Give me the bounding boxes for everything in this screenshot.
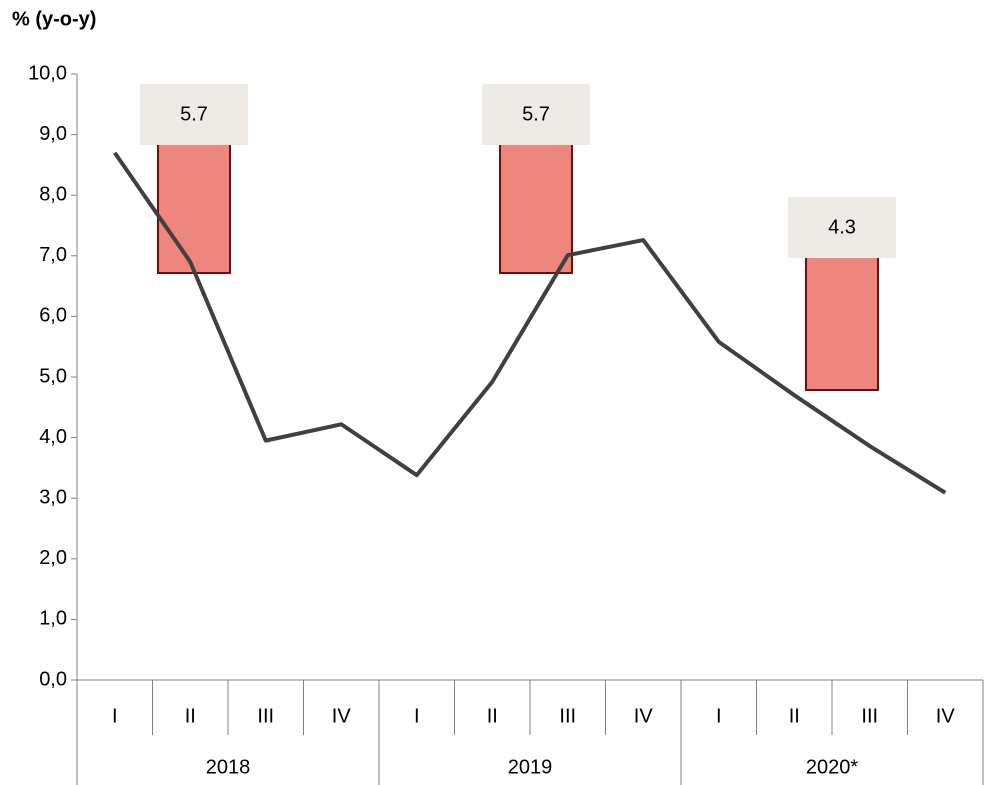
y-tick-label: 1,0	[39, 608, 67, 630]
y-tick-label: 2,0	[39, 547, 67, 569]
y-tick-label: 0,0	[39, 668, 67, 690]
y-tick-label: 3,0	[39, 486, 67, 508]
x-tick-label: IV	[332, 705, 352, 727]
annotation-box	[482, 84, 590, 145]
y-tick-label: 4,0	[39, 426, 67, 448]
x-tick-label: IV	[634, 705, 654, 727]
x-tick-label: II	[789, 705, 800, 727]
group-label: 2018	[206, 756, 251, 778]
annotation-box	[788, 197, 896, 258]
annotation-label: 5.7	[522, 103, 550, 125]
y-tick-label: 7,0	[39, 244, 67, 266]
line-series	[113, 151, 947, 495]
y-tick-label: 5,0	[39, 365, 67, 387]
y-tick-label: 8,0	[39, 183, 67, 205]
x-tick-label: I	[716, 705, 722, 727]
y-tick-label: 10,0	[28, 62, 67, 84]
x-tick-label: III	[257, 705, 274, 727]
x-tick-label: I	[112, 705, 118, 727]
y-axis-label: % (y-o-y)	[12, 8, 96, 30]
group-label: 2020*	[806, 756, 858, 778]
x-tick-label: II	[487, 705, 498, 727]
annotation-label: 5.7	[180, 103, 208, 125]
x-tick-label: II	[185, 705, 196, 727]
y-tick-label: 9,0	[39, 123, 67, 145]
annotation-label: 4.3	[828, 216, 856, 238]
x-tick-label: I	[414, 705, 420, 727]
annotation-box	[140, 84, 248, 145]
annotation-bar	[499, 143, 573, 274]
y-tick-label: 6,0	[39, 305, 67, 327]
group-label: 2019	[508, 756, 553, 778]
x-tick-label: IV	[936, 705, 956, 727]
x-tick-label: III	[861, 705, 878, 727]
annotation-bar	[805, 256, 879, 391]
x-tick-label: III	[559, 705, 576, 727]
annotation-bar	[157, 143, 231, 274]
